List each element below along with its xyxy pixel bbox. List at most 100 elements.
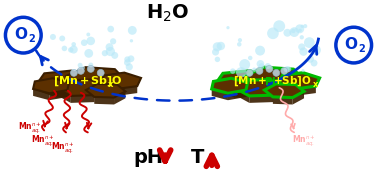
Text: pH: pH	[133, 148, 163, 167]
Circle shape	[68, 47, 73, 53]
Polygon shape	[212, 78, 248, 93]
Polygon shape	[50, 90, 67, 100]
Text: 2: 2	[28, 34, 35, 44]
Circle shape	[257, 60, 264, 68]
Text: $\bf{[Mn+Sb]O}$: $\bf{[Mn+Sb]O}$	[53, 74, 122, 88]
Circle shape	[124, 56, 130, 62]
Circle shape	[87, 37, 95, 45]
Text: T: T	[191, 148, 204, 167]
Circle shape	[256, 67, 263, 74]
Circle shape	[239, 59, 250, 70]
Polygon shape	[249, 95, 273, 103]
Polygon shape	[265, 84, 304, 98]
Circle shape	[62, 46, 67, 51]
Polygon shape	[37, 71, 91, 91]
Polygon shape	[106, 80, 125, 95]
Polygon shape	[117, 86, 137, 96]
Circle shape	[248, 56, 253, 60]
Circle shape	[130, 39, 133, 42]
Text: $\bf{Pb}$: $\bf{Pb}$	[264, 75, 280, 87]
Circle shape	[311, 60, 318, 66]
Circle shape	[59, 35, 65, 41]
Circle shape	[303, 24, 307, 28]
Circle shape	[102, 50, 108, 56]
Circle shape	[77, 63, 83, 68]
Circle shape	[273, 69, 280, 76]
Polygon shape	[216, 84, 235, 98]
Circle shape	[311, 45, 321, 55]
Circle shape	[106, 47, 115, 56]
Circle shape	[284, 66, 290, 72]
Polygon shape	[236, 80, 283, 96]
Circle shape	[259, 63, 264, 69]
Circle shape	[5, 17, 41, 53]
Polygon shape	[279, 73, 320, 89]
Circle shape	[84, 49, 93, 58]
Circle shape	[236, 67, 246, 78]
Circle shape	[230, 68, 235, 74]
Circle shape	[70, 46, 78, 54]
Text: O: O	[14, 27, 27, 42]
Text: Mn$^{n+}_{aq.}$: Mn$^{n+}_{aq.}$	[18, 120, 42, 135]
Polygon shape	[228, 90, 246, 100]
Text: $\bf{[Mn+}$: $\bf{[Mn+}$	[234, 74, 268, 88]
Text: H$_2$O: H$_2$O	[147, 3, 190, 24]
Circle shape	[88, 63, 93, 68]
Circle shape	[81, 66, 85, 70]
Circle shape	[97, 69, 104, 76]
Circle shape	[77, 67, 84, 74]
Polygon shape	[255, 86, 285, 95]
Polygon shape	[279, 84, 295, 96]
Polygon shape	[285, 80, 304, 95]
Polygon shape	[245, 67, 304, 88]
Circle shape	[126, 63, 133, 70]
Circle shape	[105, 43, 113, 51]
Circle shape	[284, 29, 291, 37]
Polygon shape	[37, 84, 57, 98]
Circle shape	[300, 35, 304, 39]
Circle shape	[295, 24, 304, 33]
Circle shape	[124, 59, 131, 66]
Circle shape	[217, 42, 225, 50]
Circle shape	[273, 20, 285, 32]
Circle shape	[50, 34, 56, 40]
Text: $\bf{x}$: $\bf{x}$	[312, 80, 320, 89]
Circle shape	[304, 37, 315, 48]
Circle shape	[290, 27, 299, 37]
Circle shape	[246, 69, 253, 76]
Circle shape	[301, 25, 304, 28]
Text: Mn$^{n+}_{aq.}$: Mn$^{n+}_{aq.}$	[31, 133, 55, 148]
Text: $\bf{+Sb]O}$: $\bf{+Sb]O}$	[273, 74, 311, 88]
Circle shape	[107, 26, 114, 32]
Circle shape	[111, 52, 118, 59]
Circle shape	[237, 42, 242, 47]
Polygon shape	[67, 67, 125, 88]
Circle shape	[87, 65, 94, 72]
Circle shape	[299, 29, 302, 32]
Polygon shape	[295, 86, 316, 96]
Polygon shape	[100, 84, 117, 96]
Polygon shape	[236, 88, 249, 103]
Circle shape	[285, 66, 291, 72]
Circle shape	[267, 27, 279, 39]
Polygon shape	[57, 80, 105, 96]
Polygon shape	[77, 86, 106, 95]
Polygon shape	[71, 95, 94, 103]
Polygon shape	[57, 88, 71, 103]
Circle shape	[255, 46, 265, 56]
Circle shape	[238, 38, 242, 42]
Polygon shape	[33, 78, 69, 93]
Circle shape	[70, 69, 77, 76]
Text: Mn$^{n+}_{aq.}$: Mn$^{n+}_{aq.}$	[51, 140, 74, 155]
Circle shape	[212, 48, 219, 56]
Polygon shape	[94, 97, 114, 104]
Circle shape	[281, 67, 288, 74]
Circle shape	[86, 33, 90, 36]
Circle shape	[336, 27, 372, 63]
Circle shape	[307, 56, 314, 63]
Circle shape	[291, 29, 296, 33]
Polygon shape	[114, 91, 125, 104]
Polygon shape	[293, 91, 304, 104]
Polygon shape	[57, 88, 84, 98]
Polygon shape	[212, 89, 228, 100]
